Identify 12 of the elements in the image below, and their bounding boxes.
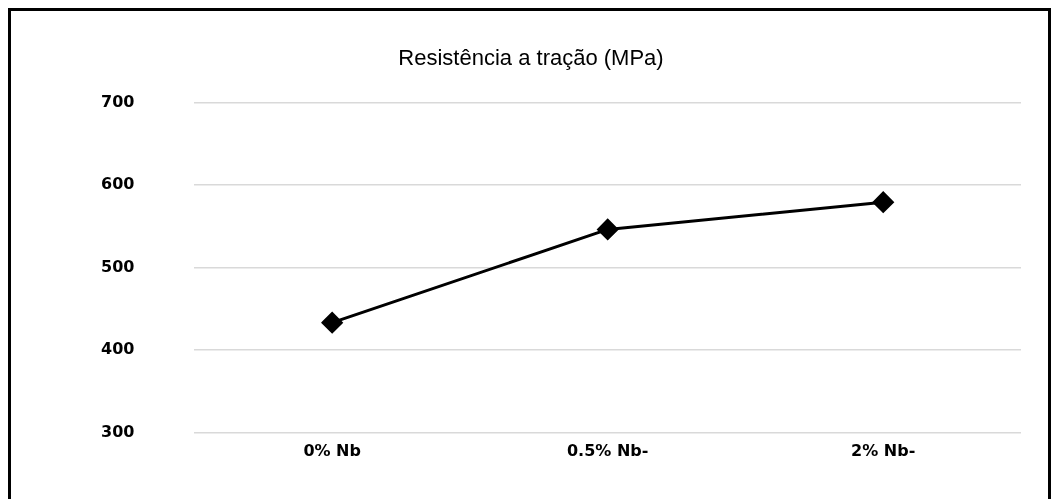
- point: [872, 191, 894, 213]
- chart-title: Resistência a tração (MPa): [398, 45, 664, 71]
- x-tick-label: 0.5% Nb-: [566, 441, 649, 461]
- y-tick-label: 300: [100, 421, 135, 441]
- y-tick-label: 600: [100, 174, 135, 194]
- point: [597, 218, 619, 240]
- y-tick-label: 500: [100, 256, 135, 276]
- point: [321, 312, 343, 334]
- x-tick-label: 2% Nb-: [851, 441, 916, 461]
- x-tick-label: 0% Nb: [303, 441, 361, 461]
- y-tick-label: 700: [100, 91, 135, 111]
- y-tick-label: 400: [100, 339, 135, 359]
